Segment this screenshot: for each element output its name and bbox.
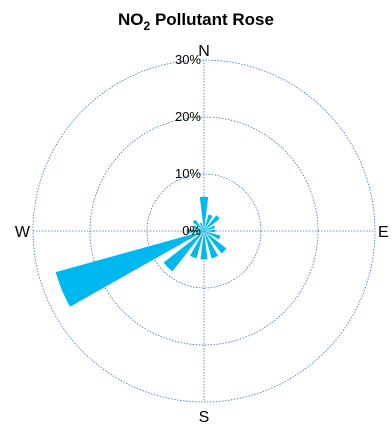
rose-petal	[192, 219, 204, 231]
rose-petal	[193, 225, 204, 231]
rose-petal	[204, 231, 227, 254]
chart-title: NO2 Pollutant Rose	[118, 10, 274, 33]
labels: 0% 10% 20% 30%N E S W	[15, 43, 389, 426]
rose-petal	[199, 222, 204, 231]
radial-tick-label: 10%	[175, 166, 201, 181]
rose-petal	[200, 231, 208, 260]
rose-petal	[204, 215, 220, 231]
rose-petal	[189, 231, 204, 259]
rose-petal	[55, 231, 205, 307]
compass-label-n: N	[198, 43, 210, 60]
petals	[55, 196, 227, 307]
rose-petal	[204, 229, 216, 233]
compass-label-s: S	[199, 409, 210, 426]
compass-label-w: W	[15, 224, 31, 241]
rose-petal	[204, 231, 221, 240]
rose-petal	[163, 231, 204, 272]
title-subscript: 2	[144, 19, 151, 33]
rose-petal	[204, 225, 215, 231]
title-suffix: Pollutant Rose	[150, 10, 274, 29]
radial-tick-label: 0%	[182, 223, 201, 238]
title-prefix: NO	[118, 10, 144, 29]
rose-petal	[204, 214, 213, 231]
rose-petal	[199, 196, 209, 231]
rose-petal	[204, 231, 219, 259]
rose-petal-inner	[192, 229, 204, 233]
compass-label-e: E	[378, 224, 389, 241]
radial-tick-label: 20%	[175, 109, 201, 124]
radial-tick-label: 30%	[175, 52, 201, 67]
